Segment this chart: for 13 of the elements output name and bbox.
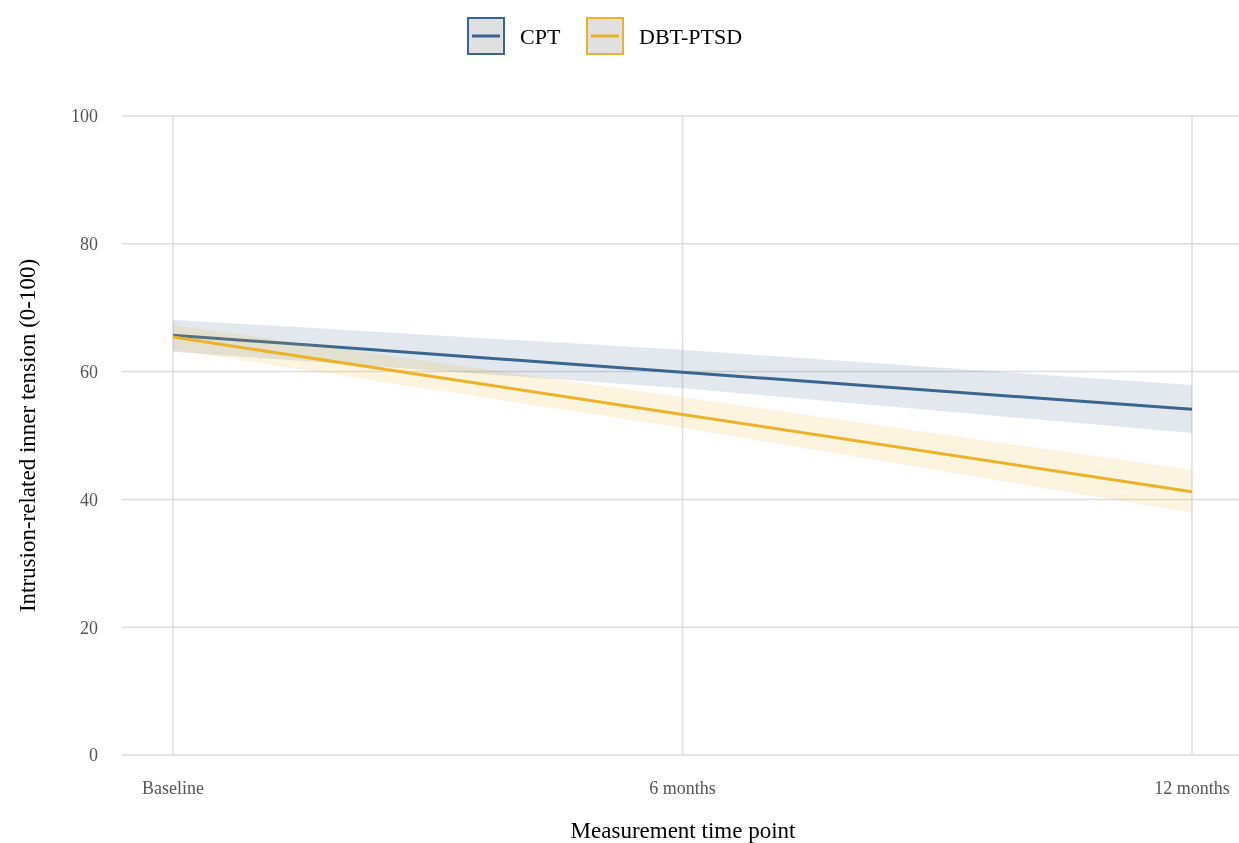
y-tick-label: 40 — [80, 489, 98, 510]
y-tick-label: 0 — [89, 745, 98, 766]
x-tick-label: 12 months — [1154, 778, 1230, 798]
y-axis-title: Intrusion-related inner tension (0-100) — [15, 258, 40, 613]
legend-label: CPT — [520, 23, 561, 49]
y-tick-label: 100 — [71, 106, 98, 127]
y-tick-label: 60 — [80, 361, 98, 382]
x-axis-title: Measurement time point — [570, 818, 797, 843]
x-tick-label: Baseline — [142, 778, 204, 798]
x-tick-label: 6 months — [649, 778, 716, 798]
y-tick-label: 20 — [80, 617, 98, 638]
y-tick-label: 80 — [80, 234, 98, 255]
legend-label: DBT-PTSD — [639, 23, 743, 49]
